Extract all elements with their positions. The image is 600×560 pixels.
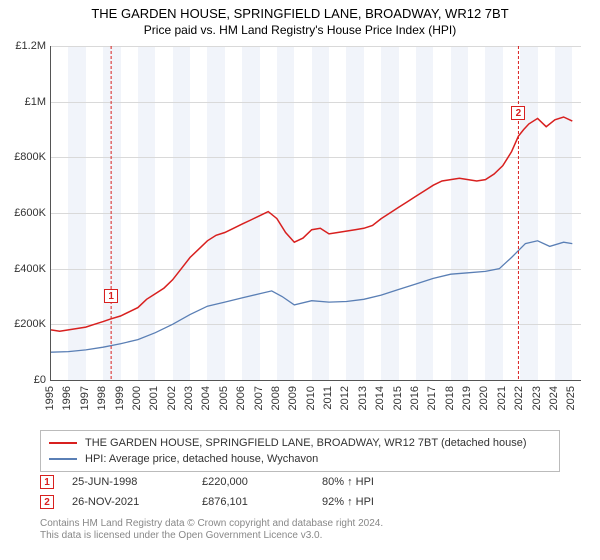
legend-label: HPI: Average price, detached house, Wych… [85,453,318,465]
x-tick-label: 2016 [409,386,421,410]
x-tick-label: 1999 [114,386,126,410]
x-tick-label: 2000 [131,386,143,410]
x-tick-label: 2008 [270,386,282,410]
x-tick-label: 2022 [513,386,525,410]
legend-item: HPI: Average price, detached house, Wych… [49,451,551,467]
sales-row: 1 25-JUN-1998£220,00080% ↑ HPI [40,472,374,492]
legend: THE GARDEN HOUSE, SPRINGFIELD LANE, BROA… [40,430,560,472]
sale-marker-box: 1 [104,289,118,303]
plot-area: 12 [50,46,581,381]
sales-price: £876,101 [202,496,322,508]
x-tick-label: 2024 [548,386,560,410]
footer-line-2: This data is licensed under the Open Gov… [40,530,383,542]
x-tick-label: 2002 [166,386,178,410]
y-tick-label: £0 [0,374,46,386]
y-tick-label: £1.2M [0,40,46,52]
titles-block: THE GARDEN HOUSE, SPRINGFIELD LANE, BROA… [0,0,600,37]
y-tick-label: £600K [0,207,46,219]
legend-swatch [49,442,77,444]
sales-table: 1 25-JUN-1998£220,00080% ↑ HPI 2 26-NOV-202… [40,472,374,512]
x-tick-label: 1996 [61,386,73,410]
footer-line-1: Contains HM Land Registry data © Crown c… [40,518,383,530]
x-tick-label: 1995 [44,386,56,410]
x-tick-label: 2007 [253,386,265,410]
series-line [51,117,572,331]
sales-row: 2 26-NOV-2021£876,10192% ↑ HPI [40,492,374,512]
x-tick-label: 1997 [79,386,91,410]
sales-price: £220,000 [202,476,322,488]
x-tick-label: 2009 [287,386,299,410]
sales-date: 26-NOV-2021 [72,496,202,508]
x-tick-label: 2003 [183,386,195,410]
y-tick-label: £1M [0,96,46,108]
x-tick-label: 1998 [96,386,108,410]
sales-delta: 92% ↑ HPI [322,496,374,508]
sales-row-marker: 1 [40,475,54,489]
x-tick-label: 2013 [357,386,369,410]
chart-subtitle: Price paid vs. HM Land Registry's House … [0,23,600,37]
x-tick-label: 2010 [305,386,317,410]
x-tick-label: 2025 [565,386,577,410]
x-tick-label: 2023 [531,386,543,410]
legend-label: THE GARDEN HOUSE, SPRINGFIELD LANE, BROA… [85,437,527,449]
x-tick-label: 2014 [374,386,386,410]
y-tick-label: £800K [0,151,46,163]
series-line [51,241,572,352]
x-tick-label: 2015 [392,386,404,410]
x-tick-label: 2004 [200,386,212,410]
x-tick-label: 2017 [426,386,438,410]
x-tick-label: 2005 [218,386,230,410]
x-tick-label: 2021 [496,386,508,410]
sales-row-marker: 2 [40,495,54,509]
x-tick-label: 2011 [322,386,334,410]
x-tick-label: 2006 [235,386,247,410]
sale-marker-box: 2 [511,106,525,120]
x-tick-label: 2012 [339,386,351,410]
sales-delta: 80% ↑ HPI [322,476,374,488]
y-tick-label: £400K [0,263,46,275]
y-tick-label: £200K [0,318,46,330]
x-tick-label: 2019 [461,386,473,410]
sales-date: 25-JUN-1998 [72,476,202,488]
x-tick-label: 2001 [148,386,160,410]
legend-item: THE GARDEN HOUSE, SPRINGFIELD LANE, BROA… [49,435,551,451]
legend-swatch [49,458,77,460]
x-tick-label: 2018 [444,386,456,410]
chart-title: THE GARDEN HOUSE, SPRINGFIELD LANE, BROA… [0,6,600,21]
x-tick-label: 2020 [478,386,490,410]
chart-container: THE GARDEN HOUSE, SPRINGFIELD LANE, BROA… [0,0,600,560]
footer-note: Contains HM Land Registry data © Crown c… [40,518,383,542]
line-series [51,46,581,380]
